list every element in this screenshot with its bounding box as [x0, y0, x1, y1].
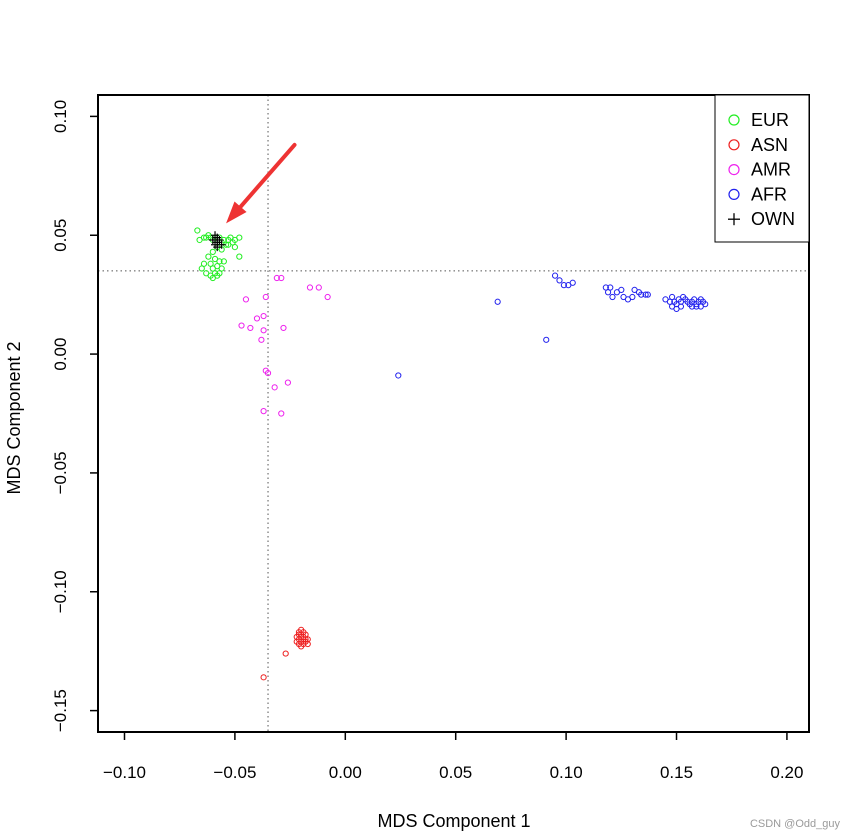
arrow-head	[226, 201, 247, 224]
point-amr	[278, 274, 285, 282]
point-amr	[315, 284, 322, 291]
point-own	[217, 240, 226, 249]
point-afr	[395, 372, 402, 379]
point-eur	[209, 274, 216, 282]
point-afr	[609, 293, 616, 301]
point-afr	[569, 279, 576, 286]
y-tick-label: 0.00	[51, 338, 70, 371]
point-afr	[551, 272, 559, 279]
point-own	[213, 243, 222, 252]
plot-frame	[97, 94, 810, 733]
y-tick-label: −0.10	[51, 570, 70, 613]
point-eur	[236, 253, 243, 260]
point-amr	[324, 293, 331, 301]
y-tick-label: 0.10	[51, 100, 70, 133]
point-eur	[209, 248, 216, 255]
point-eur	[231, 244, 239, 251]
point-amr	[306, 284, 314, 291]
x-tick-label: 0.00	[329, 763, 362, 782]
point-asn	[304, 640, 311, 648]
legend-label-own: OWN	[751, 209, 795, 229]
x-tick-label: 0.20	[770, 763, 803, 782]
x-tick-label: −0.10	[103, 763, 146, 782]
point-amr	[253, 315, 261, 322]
legend-marker-eur	[728, 114, 740, 126]
point-amr	[242, 296, 250, 303]
point-afr	[560, 282, 568, 289]
legend-marker-own	[728, 213, 740, 226]
y-tick-label: −0.15	[51, 689, 70, 732]
reference-lines	[98, 95, 809, 732]
data-points	[194, 227, 709, 681]
y-tick-label: −0.05	[51, 451, 70, 494]
x-tick-label: 0.15	[660, 763, 693, 782]
point-amr	[271, 384, 278, 391]
watermark: CSDN @Odd_guy	[749, 818, 840, 830]
point-afr	[688, 303, 696, 310]
point-amr	[278, 410, 285, 417]
point-eur	[216, 270, 223, 277]
point-amr	[264, 369, 272, 377]
point-eur	[225, 241, 232, 248]
point-eur	[236, 234, 243, 241]
point-afr	[556, 277, 563, 284]
point-asn	[282, 650, 289, 657]
point-amr	[262, 293, 269, 301]
point-afr	[702, 301, 709, 308]
point-afr	[677, 303, 685, 310]
point-afr	[644, 291, 651, 298]
legend-label-afr: AFR	[751, 184, 787, 204]
point-amr	[284, 379, 291, 386]
point-eur	[205, 253, 212, 260]
point-amr	[247, 324, 254, 332]
point-amr	[238, 322, 245, 329]
point-amr	[258, 336, 265, 343]
point-afr	[618, 286, 625, 294]
y-tick-label: 0.05	[51, 219, 70, 252]
y-axis-title: MDS Component 2	[4, 341, 24, 494]
x-axis-title: MDS Component 1	[377, 811, 530, 831]
legend-label-asn: ASN	[751, 135, 788, 155]
point-asn	[260, 674, 267, 681]
legend-marker-afr	[728, 188, 740, 200]
legend: EUR ASN AMR AFR OWN	[714, 94, 810, 243]
point-asn	[300, 636, 307, 643]
y-axis: −0.15 −0.10 −0.05 0.00 0.05 0.10	[51, 100, 98, 732]
annotation-arrow	[226, 142, 297, 224]
point-amr	[280, 324, 287, 332]
point-afr	[494, 298, 501, 305]
point-afr	[543, 336, 550, 343]
point-amr	[260, 327, 267, 334]
legend-marker-asn	[728, 139, 740, 151]
point-afr	[642, 291, 649, 298]
point-asn	[298, 626, 305, 633]
point-asn	[293, 633, 300, 641]
arrow-shaft	[238, 142, 297, 209]
legend-label-amr: AMR	[751, 160, 791, 180]
legend-label-eur: EUR	[751, 110, 789, 130]
point-afr	[607, 284, 614, 291]
point-amr	[273, 274, 280, 282]
point-eur	[194, 227, 201, 234]
point-eur	[203, 270, 210, 277]
point-own	[208, 235, 217, 244]
point-eur	[200, 260, 208, 267]
point-amr	[260, 408, 267, 415]
point-afr	[629, 293, 636, 301]
legend-marker-amr	[728, 164, 740, 176]
point-afr	[638, 291, 645, 298]
legend-box	[714, 94, 810, 243]
point-afr	[693, 303, 700, 310]
point-amr	[260, 312, 267, 320]
x-tick-label: 0.05	[439, 763, 472, 782]
point-asn	[298, 643, 305, 650]
point-eur	[220, 258, 227, 265]
x-tick-label: −0.05	[213, 763, 256, 782]
x-tick-label: 0.10	[550, 763, 583, 782]
x-axis: −0.10 −0.05 0.00 0.05 0.10 0.15 0.20	[103, 732, 803, 782]
